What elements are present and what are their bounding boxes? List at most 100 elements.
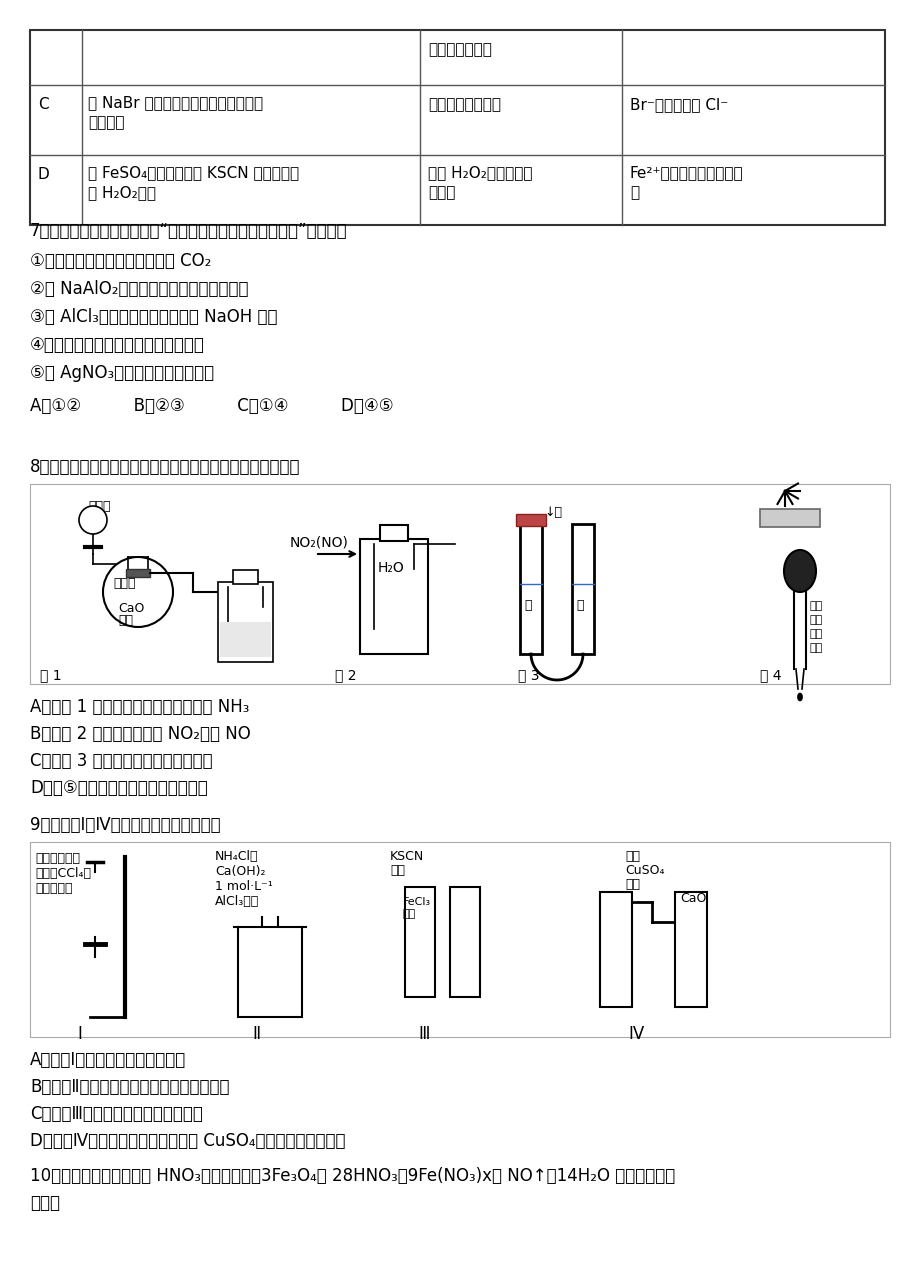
Text: Ca(OH)₂: Ca(OH)₂ [215,865,266,878]
Bar [759,510,819,527]
Text: 甲: 甲 [524,599,531,612]
Text: 碱石灰: 碱石灰 [113,577,135,590]
Text: 振荡后静置: 振荡后静置 [35,882,73,896]
Text: ↓水: ↓水 [543,506,562,519]
Text: D: D [38,167,50,182]
Text: 再加入CCl₄，: 再加入CCl₄， [35,868,91,880]
Ellipse shape [79,506,107,534]
Text: 溶液: 溶液 [403,910,415,919]
Text: 胶头: 胶头 [809,643,823,654]
Text: 1 mol·L⁻¹: 1 mol·L⁻¹ [215,880,272,893]
Bar [573,583,593,648]
Text: 性: 性 [630,185,639,200]
Text: 图 2: 图 2 [335,668,357,682]
Bar [126,569,150,577]
Text: 饱和: 饱和 [624,850,640,862]
Bar [405,927,434,998]
Text: CaO: CaO [118,603,144,615]
Text: 乙: 乙 [575,599,583,612]
Ellipse shape [797,693,801,701]
Text: A．实验Ⅰ：液体分层，下层呈无色: A．实验Ⅰ：液体分层，下层呈无色 [30,1051,186,1069]
Text: ①向饱和碳酸钠溶液中通入过量 CO₂: ①向饱和碳酸钠溶液中通入过量 CO₂ [30,252,211,270]
Text: D．实验Ⅳ：放置一段时间后，饱和 CuSO₄溶液中出现蓝色晶体: D．实验Ⅳ：放置一段时间后，饱和 CuSO₄溶液中出现蓝色晶体 [30,1133,346,1150]
Bar [676,962,704,1004]
Text: C．用图 3 所示装置检验装置的气密性: C．用图 3 所示装置检验装置的气密性 [30,752,212,769]
Text: 溶液: 溶液 [390,864,404,877]
Text: 溶液: 溶液 [624,878,640,891]
Bar [449,887,480,998]
Text: 加入 H₂O₂后溶液变成: 加入 H₂O₂后溶液变成 [427,166,532,180]
Bar [516,513,545,526]
Text: 8．下列有关实验装置进行的相应实验，能达到实验目的的是: 8．下列有关实验装置进行的相应实验，能达到实验目的的是 [30,457,301,476]
Text: ②向 NaAlO₂溶液中逐滴加入过量的稀盐酸: ②向 NaAlO₂溶液中逐滴加入过量的稀盐酸 [30,280,248,298]
Text: A．①②          B．②③          C．①④          D．④⑤: A．①② B．②③ C．①④ D．④⑤ [30,397,393,415]
Text: 固体: 固体 [118,614,133,627]
Bar [220,622,271,657]
Text: 加 H₂O₂溶液: 加 H₂O₂溶液 [88,185,156,200]
Text: Fe²⁺既有氧化性又有还原: Fe²⁺既有氧化性又有还原 [630,166,743,180]
Text: D．图⑤是实验室洗涤胶头滴管的操作: D．图⑤是实验室洗涤胶头滴管的操作 [30,778,208,798]
Bar [218,582,273,662]
Text: Ⅰ: Ⅰ [77,1026,82,1043]
Text: ④向硅酸钠溶液中逐滴加入过量的盐酸: ④向硅酸钠溶液中逐滴加入过量的盐酸 [30,336,205,354]
Text: 向 FeSO₄溶液中先滴入 KSCN 溶液，再滴: 向 FeSO₄溶液中先滴入 KSCN 溶液，再滴 [88,166,299,180]
Bar [519,524,541,654]
Polygon shape [242,857,298,917]
Bar [450,936,479,998]
Bar [572,524,594,654]
Text: 向 NaBr 溶液中滴入少量氯水和苯，振: 向 NaBr 溶液中滴入少量氯水和苯，振 [88,96,263,110]
Text: 图 4: 图 4 [759,668,780,682]
Bar [238,927,301,1017]
Text: Ⅳ: Ⅳ [628,1026,642,1043]
Text: 先加入碘水，: 先加入碘水， [35,852,80,865]
Text: NO₂(NO): NO₂(NO) [289,536,348,550]
Text: 9．对实验Ⅰ～Ⅳ的实验现象预测正确的是: 9．对实验Ⅰ～Ⅳ的实验现象预测正确的是 [30,817,221,834]
Text: 10．将磁性氧化铁放入稀 HNO₃中发生反应：3Fe₃O₄＋ 28HNO₃＝9Fe(NO₃)x＋ NO↑＋14H₂O 。下列判断合: 10．将磁性氧化铁放入稀 HNO₃中发生反应：3Fe₃O₄＋ 28HNO₃＝9F… [30,1167,675,1185]
Text: 血红色: 血红色 [427,185,455,200]
Text: 右手: 右手 [809,601,823,612]
Text: C．实验Ⅲ：试管中立刻出现红色沉淀: C．实验Ⅲ：试管中立刻出现红色沉淀 [30,1105,203,1122]
Text: 图 3: 图 3 [517,668,539,682]
Text: 荡、静置: 荡、静置 [88,115,124,130]
Bar [599,892,631,1006]
Text: CaO: CaO [679,892,706,905]
Bar [380,525,407,541]
Text: Ⅲ: Ⅲ [417,1026,429,1043]
Text: 管口有晶体凝结: 管口有晶体凝结 [427,42,492,57]
Bar [30,484,889,684]
Text: B．实验Ⅱ：烧杯中先出现白色沉淀，后溶解: B．实验Ⅱ：烧杯中先出现白色沉淀，后溶解 [30,1078,229,1096]
Bar [675,892,706,1006]
Text: 7．下列各项操作中，不发生“先产生沉淀，然后沉淀又溶解”现象的是: 7．下列各项操作中，不发生“先产生沉淀，然后沉淀又溶解”现象的是 [30,222,347,240]
Bar [30,31,884,225]
Bar [359,539,427,654]
Text: A．用图 1 装置制取并收集干燥纯净的 NH₃: A．用图 1 装置制取并收集干燥纯净的 NH₃ [30,698,249,716]
Bar [240,982,300,1015]
Text: 理的是: 理的是 [30,1194,60,1212]
Text: FeCl₃: FeCl₃ [403,897,431,907]
Text: KSCN: KSCN [390,850,424,862]
Text: CuSO₄: CuSO₄ [624,864,664,877]
Text: ③向 AlCl₃溶液中逐滴加入过量稀 NaOH 溶液: ③向 AlCl₃溶液中逐滴加入过量稀 NaOH 溶液 [30,308,278,326]
Bar [520,583,540,648]
Text: Ⅱ: Ⅱ [252,1026,260,1043]
Polygon shape [70,871,119,936]
Text: 溶液上层呈橙红色: 溶液上层呈橙红色 [427,97,501,112]
Text: 浓氨水: 浓氨水 [88,499,110,513]
Text: H₂O: H₂O [378,561,404,575]
Text: AlCl₃溶液: AlCl₃溶液 [215,896,259,908]
Bar [600,933,630,1006]
Text: NH₄Cl和: NH₄Cl和 [215,850,258,862]
Ellipse shape [783,550,815,592]
Text: 图 1: 图 1 [40,668,62,682]
Bar [233,569,257,583]
Circle shape [103,557,173,627]
Bar [30,842,889,1037]
Circle shape [779,485,789,496]
Text: 反复: 反复 [809,615,823,626]
Text: C: C [38,97,49,112]
Text: Br⁻还原性强于 Cl⁻: Br⁻还原性强于 Cl⁻ [630,97,728,112]
Text: ⑤向 AgNO₃溶液中逐滴加入稀氨水: ⑤向 AgNO₃溶液中逐滴加入稀氨水 [30,364,214,382]
Text: B．用图 2 所示装置可除去 NO₂中的 NO: B．用图 2 所示装置可除去 NO₂中的 NO [30,725,251,743]
Text: 挤捏: 挤捏 [809,629,823,640]
Bar [404,887,435,998]
